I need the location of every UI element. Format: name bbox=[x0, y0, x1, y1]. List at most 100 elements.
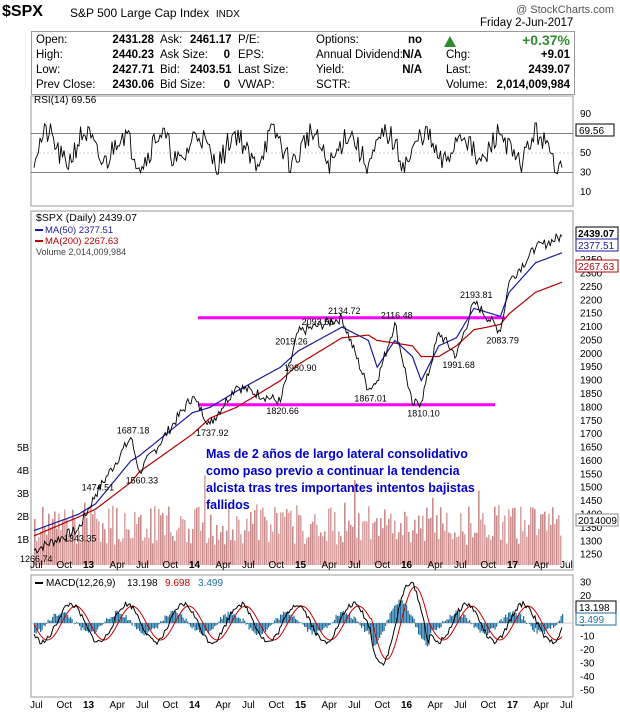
volume-bar bbox=[288, 512, 290, 565]
macd-histogram-bar bbox=[287, 611, 289, 624]
macd-histogram-bar bbox=[442, 620, 444, 624]
macd-histogram-bar bbox=[271, 623, 273, 625]
volume-bar bbox=[544, 511, 546, 565]
volume-bar bbox=[286, 509, 288, 565]
x-axis-label: Jul bbox=[136, 700, 149, 711]
macd-histogram-bar bbox=[44, 623, 46, 627]
volume-bar bbox=[334, 511, 336, 565]
macd-histogram-bar bbox=[488, 623, 490, 634]
macd-histogram-bar bbox=[112, 616, 114, 624]
price-annotations: 1266.74 1343.35 1474.51 1560.33 1687.18 1737.… bbox=[20, 290, 519, 564]
volume-bar bbox=[404, 511, 406, 565]
volume-bar bbox=[266, 520, 268, 565]
macd-histogram-bar bbox=[281, 614, 283, 624]
macd-histogram-bar bbox=[376, 623, 378, 644]
macd-histogram-bar bbox=[52, 616, 54, 624]
macd-histogram-bar bbox=[373, 623, 375, 647]
macd-histogram-bar bbox=[146, 623, 148, 635]
volume-bar bbox=[422, 515, 424, 565]
volume-bar bbox=[68, 533, 70, 565]
macd-histogram-bar bbox=[106, 618, 108, 624]
macd-histogram-bar bbox=[439, 623, 441, 629]
change-value: +9.01 bbox=[540, 49, 570, 61]
price-legend-main: $SPX (Daily) 2439.07 bbox=[36, 212, 137, 224]
rsi-legend: RSI(14) 69.56 bbox=[34, 95, 97, 106]
macd-legend-macd: 13.198 bbox=[127, 578, 158, 589]
macd-histogram-bar bbox=[460, 616, 462, 624]
volume-bar bbox=[512, 508, 514, 565]
macd-histogram-bar bbox=[65, 612, 67, 624]
volume-bar bbox=[226, 530, 228, 565]
volume-bar bbox=[126, 529, 128, 565]
macd-histogram-bar bbox=[226, 616, 228, 624]
x-axis-label-price: Oct bbox=[163, 560, 179, 571]
macd-histogram-bar bbox=[278, 619, 280, 624]
macd-histogram-bar bbox=[365, 623, 367, 632]
macd-histogram-bar bbox=[314, 623, 316, 634]
rsi-axis: 1030507090 bbox=[580, 109, 592, 198]
macd-histogram-bar bbox=[49, 620, 51, 624]
price-annotation-label: 1867.01 bbox=[354, 393, 387, 403]
macd-histogram-bar bbox=[241, 621, 243, 624]
volume-bar bbox=[308, 537, 310, 565]
price-legend: $SPX (Daily) 2439.07 MA(50) 2377.51 MA(2… bbox=[35, 212, 137, 257]
macd-histogram-bar bbox=[494, 623, 496, 630]
volume-bar bbox=[124, 513, 126, 565]
price-annotation-label: 1991.68 bbox=[442, 360, 475, 370]
macd-histogram-bar bbox=[526, 623, 528, 625]
volume-bar bbox=[464, 534, 466, 565]
volume-bar bbox=[306, 538, 308, 565]
volume-tick-label: 1B bbox=[17, 535, 30, 546]
volume-bar bbox=[492, 535, 494, 565]
macd-histogram-bar bbox=[499, 620, 501, 624]
x-axis-label: Oct bbox=[481, 700, 497, 711]
rsi-levels bbox=[31, 132, 573, 174]
index-name: S&P 500 Large Cap Index bbox=[70, 6, 210, 20]
macd-histogram-bar bbox=[40, 623, 42, 633]
macd-histogram-bar bbox=[367, 623, 369, 631]
volume-bar bbox=[406, 516, 408, 565]
volume-bar bbox=[196, 507, 198, 565]
macd-histogram-bar bbox=[212, 623, 214, 629]
macd-histogram-bar bbox=[415, 623, 417, 627]
macd-tag: 13.198 bbox=[579, 603, 610, 614]
volume-bar bbox=[240, 534, 242, 565]
volume-bar bbox=[470, 523, 472, 565]
macd-histogram-bar bbox=[533, 623, 535, 632]
volume-bar bbox=[156, 540, 158, 565]
volume-bar bbox=[472, 537, 474, 565]
volume-bar bbox=[198, 506, 200, 565]
macd-histogram-bar bbox=[254, 623, 256, 634]
volume-bar bbox=[462, 531, 464, 565]
macd-histogram-bar bbox=[100, 623, 102, 626]
macd-legend-hist: 3.499 bbox=[198, 578, 223, 589]
macd-histogram-bar bbox=[92, 623, 94, 632]
volume-bar bbox=[438, 538, 440, 565]
x-axis-label: Jul bbox=[560, 700, 573, 711]
volume-bar bbox=[454, 532, 456, 565]
rsi-tick-label: 10 bbox=[580, 187, 592, 198]
volume-bar bbox=[72, 509, 74, 565]
macd-histogram-bar bbox=[433, 623, 435, 630]
macd-histogram-bar bbox=[421, 623, 423, 639]
volume-bar bbox=[48, 513, 50, 565]
macd-histogram-bar bbox=[449, 614, 451, 624]
volume-bar bbox=[354, 480, 356, 565]
macd-histogram-bar bbox=[275, 618, 277, 624]
volume-bar bbox=[344, 502, 346, 565]
volume-bar bbox=[442, 523, 444, 565]
volume-bar bbox=[318, 536, 320, 565]
macd-histogram-bar bbox=[560, 616, 562, 624]
volume-bar bbox=[430, 517, 432, 565]
options-value: no bbox=[407, 34, 422, 46]
macd-histogram-bar bbox=[478, 623, 480, 630]
volume-bar bbox=[184, 520, 186, 565]
macd-histogram-bar bbox=[326, 623, 328, 628]
volume-bar bbox=[232, 529, 234, 565]
price-tick-label: 1950 bbox=[580, 362, 603, 373]
volume-tick-label: 4B bbox=[17, 466, 30, 477]
macd-histogram-bar bbox=[508, 612, 510, 624]
macd-histogram-bar bbox=[383, 623, 385, 632]
annotation-line-1: Mas de 2 años de largo lateral consolida… bbox=[206, 447, 468, 461]
